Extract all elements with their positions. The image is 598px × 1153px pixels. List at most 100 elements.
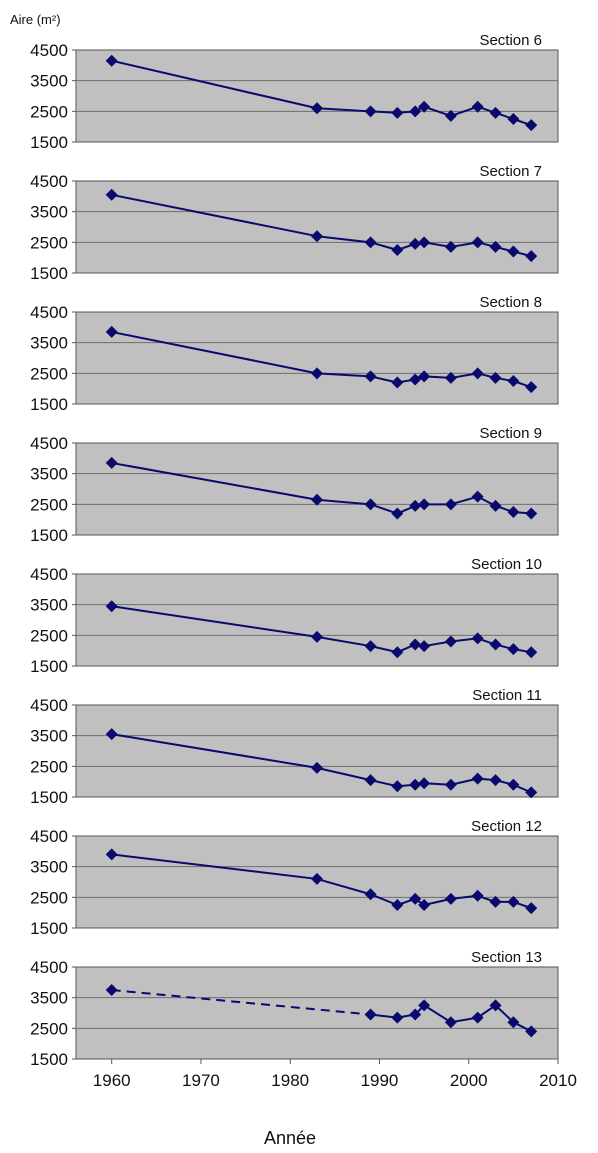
- data-point: [471, 100, 484, 113]
- data-point: [364, 774, 377, 787]
- y-tick-label: 4500: [30, 303, 68, 322]
- data-point: [105, 325, 118, 338]
- y-tick-label: 1500: [30, 788, 68, 807]
- plot-area: [75, 311, 559, 405]
- data-point: [444, 240, 457, 253]
- data-point: [507, 1016, 520, 1029]
- data-point: [105, 456, 118, 469]
- data-point: [391, 106, 404, 119]
- y-tick-label: 1500: [30, 395, 68, 414]
- y-tick-label: 3500: [30, 858, 68, 877]
- x-axis-label: Année: [264, 1128, 316, 1148]
- x-tick-label: 2000: [450, 1071, 488, 1090]
- data-point: [409, 778, 422, 791]
- y-tick-label: 2500: [30, 364, 68, 383]
- data-point: [471, 889, 484, 902]
- data-point: [444, 635, 457, 648]
- y-tick-label: 3500: [30, 727, 68, 746]
- y-tick-label: 1500: [30, 264, 68, 283]
- data-point: [105, 728, 118, 741]
- data-point: [105, 600, 118, 613]
- data-point: [444, 892, 457, 905]
- data-point: [364, 1008, 377, 1021]
- data-point: [418, 640, 431, 653]
- y-tick-label: 2500: [30, 757, 68, 776]
- chart-panels: 1500 2500 3500 4500 Section 6 1500 2500 3500 450…: [30, 32, 559, 1069]
- data-point: [489, 774, 502, 787]
- data-point: [311, 102, 323, 115]
- data-point: [418, 236, 431, 249]
- plot-area: [75, 573, 559, 667]
- data-point: [364, 370, 377, 383]
- data-point: [364, 236, 377, 249]
- data-point: [507, 643, 520, 656]
- panel-title: Section 11: [472, 687, 542, 704]
- y-tick-label: 3500: [30, 72, 68, 91]
- x-axis: 1960 1970 1980 1990 2000 2010: [76, 1058, 577, 1090]
- data-point: [471, 236, 484, 249]
- y-tick-label: 4500: [30, 41, 68, 60]
- x-tick-label: 2010: [539, 1071, 577, 1090]
- series-segment: [316, 107, 371, 113]
- y-tick-label: 2500: [30, 102, 68, 121]
- data-point: [444, 778, 457, 791]
- data-point: [409, 499, 422, 512]
- series-segment: [316, 635, 371, 648]
- panel-title: Section 6: [479, 32, 542, 49]
- chart-panel: 1500 2500 3500 4500 Section 12: [30, 818, 559, 938]
- y-tick-label: 4500: [30, 696, 68, 715]
- x-tick-label: 1990: [361, 1071, 399, 1090]
- data-point: [418, 899, 431, 911]
- series-segment: [111, 330, 318, 375]
- y-tick-label: 4500: [30, 172, 68, 191]
- series-segment: [316, 372, 371, 378]
- data-point: [409, 892, 422, 905]
- data-point: [364, 498, 377, 511]
- data-point: [418, 100, 431, 113]
- y-tick-label: 2500: [30, 233, 68, 252]
- data-point: [391, 780, 404, 793]
- data-point: [105, 54, 118, 67]
- chart-panel: 1500 2500 3500 4500 Section 10: [30, 556, 559, 676]
- chart-panel: 1500 2500 3500 4500 Section 13: [30, 949, 559, 1069]
- data-point: [105, 984, 118, 996]
- data-point: [409, 105, 422, 118]
- plot-area: [75, 442, 559, 536]
- data-point: [471, 367, 484, 380]
- data-point: [391, 244, 404, 256]
- y-tick-label: 1500: [30, 919, 68, 938]
- data-point: [489, 638, 502, 651]
- y-tick-label: 2500: [30, 626, 68, 645]
- data-point: [471, 772, 484, 785]
- data-point: [507, 375, 520, 387]
- data-point: [311, 630, 323, 643]
- data-point: [507, 506, 520, 518]
- data-point: [444, 498, 457, 511]
- data-point: [525, 250, 538, 263]
- data-point: [507, 895, 520, 908]
- series-segment: [111, 853, 318, 880]
- series-segment: [316, 877, 371, 896]
- data-point: [311, 367, 323, 380]
- data-point: [364, 888, 377, 901]
- y-tick-label: 3500: [30, 203, 68, 222]
- data-point: [391, 376, 404, 389]
- data-point: [311, 230, 323, 243]
- series-segment: [316, 498, 371, 506]
- data-point: [391, 646, 404, 659]
- data-point: [418, 999, 431, 1012]
- data-point: [391, 899, 404, 911]
- data-point: [418, 777, 431, 790]
- data-point: [489, 371, 502, 384]
- data-point: [471, 632, 484, 645]
- data-point: [418, 498, 431, 511]
- y-tick-label: 1500: [30, 133, 68, 152]
- data-point: [507, 778, 520, 791]
- series-segment: [111, 733, 318, 769]
- data-point: [105, 848, 118, 861]
- data-point: [409, 638, 422, 651]
- data-point: [489, 106, 502, 119]
- data-point: [409, 237, 422, 250]
- data-point: [444, 371, 457, 384]
